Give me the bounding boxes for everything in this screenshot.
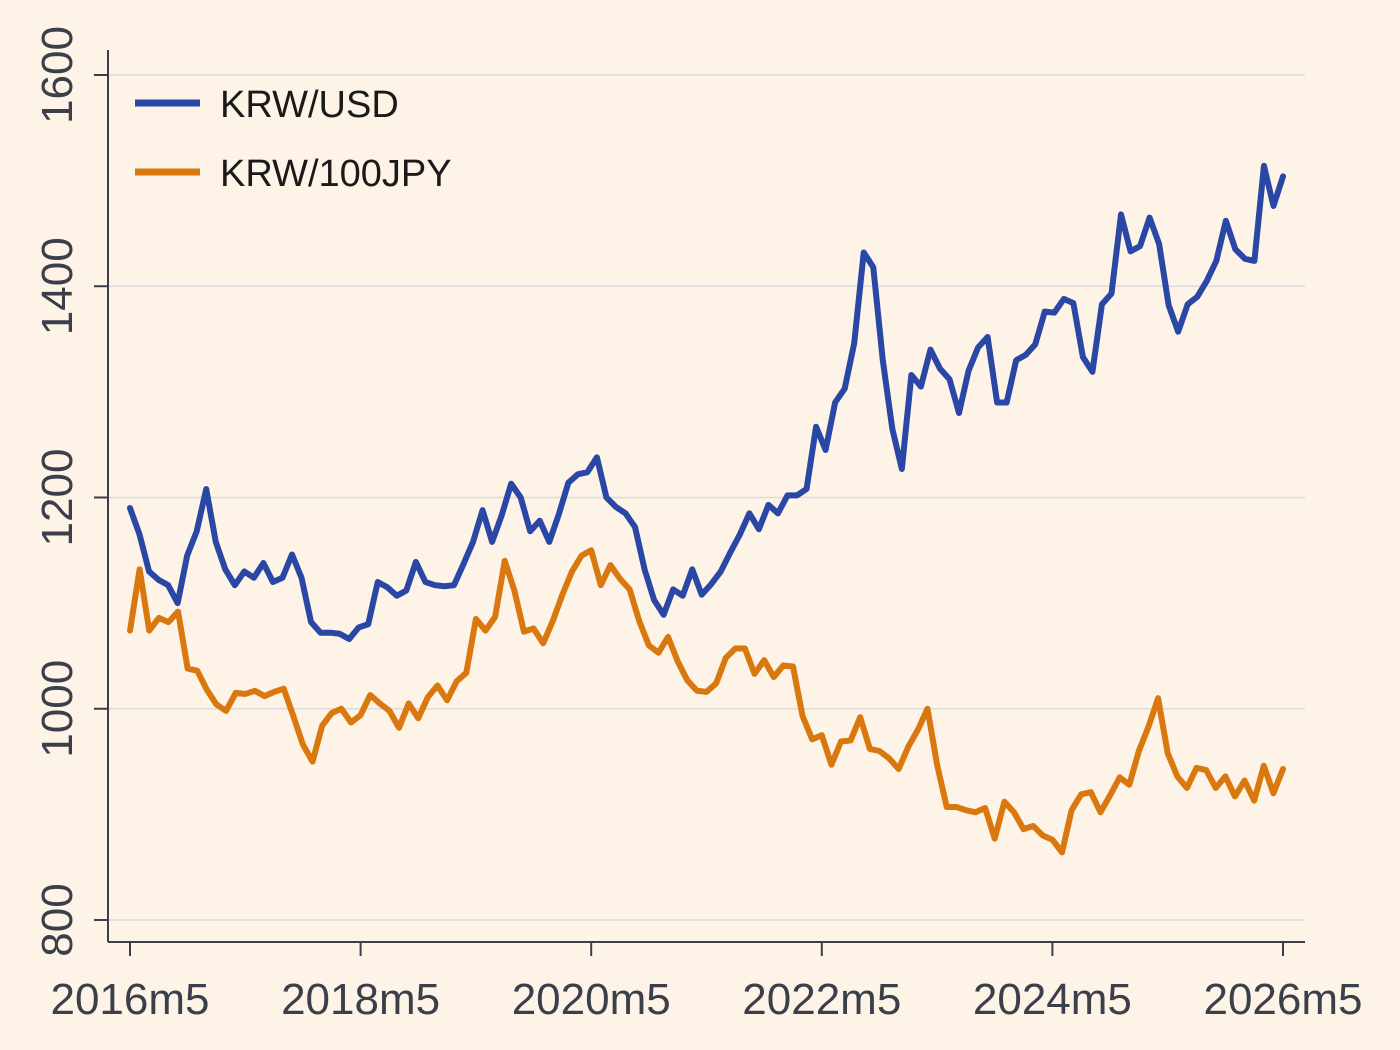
series-lines <box>127 162 1286 856</box>
y-tick-label: 1200 <box>33 449 82 547</box>
x-tick-label: 2026m5 <box>1203 975 1362 1024</box>
series-line-krw-usd <box>127 162 1286 643</box>
legend-label-krw-100jpy: KRW/100JPY <box>220 153 452 195</box>
legend: KRW/USD KRW/100JPY <box>135 84 452 195</box>
x-tick-label: 2016m5 <box>50 975 209 1024</box>
series-line-krw-100jpy <box>127 547 1286 856</box>
grid-lines <box>108 74 1305 921</box>
x-tick-label: 2024m5 <box>973 975 1132 1024</box>
y-tick-label: 1600 <box>33 26 82 124</box>
y-tick-label: 800 <box>33 883 82 956</box>
x-tick-label: 2018m5 <box>281 975 440 1024</box>
x-tick-label: 2020m5 <box>512 975 671 1024</box>
axis-ticks: 800 1000 1200 1400 1600 2016m5 2018m5 2020m5 202… <box>33 26 1363 1024</box>
x-tick-label: 2022m5 <box>742 975 901 1024</box>
y-tick-label: 1000 <box>33 660 82 758</box>
legend-label-krw-usd: KRW/USD <box>220 84 399 126</box>
y-tick-label: 1400 <box>33 237 82 335</box>
